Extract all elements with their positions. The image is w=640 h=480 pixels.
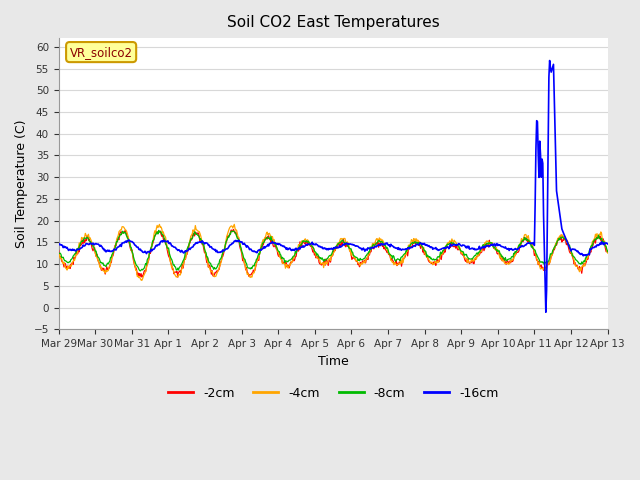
Y-axis label: Soil Temperature (C): Soil Temperature (C) [15,120,28,248]
Title: Soil CO2 East Temperatures: Soil CO2 East Temperatures [227,15,440,30]
Legend: -2cm, -4cm, -8cm, -16cm: -2cm, -4cm, -8cm, -16cm [163,382,503,405]
X-axis label: Time: Time [318,355,349,368]
Text: VR_soilco2: VR_soilco2 [70,46,132,59]
